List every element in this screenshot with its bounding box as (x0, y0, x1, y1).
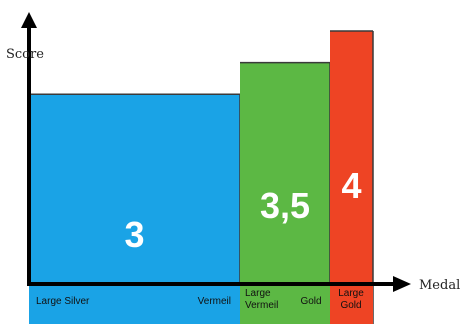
bars-layer (29, 30, 374, 324)
x-axis-title: Medal (419, 278, 460, 293)
bar-2-base (240, 284, 330, 324)
category-label-3-line-2: Vermeil (245, 300, 278, 311)
bar-3 (330, 30, 373, 284)
y-axis-arrow (21, 12, 37, 28)
bar-3-value-label: 4 (341, 165, 361, 206)
category-label-4-line-1: Gold (300, 296, 321, 307)
bar-2 (240, 62, 330, 285)
y-axis-title: Score (6, 47, 44, 62)
bar-1 (29, 94, 240, 284)
category-label-4: Gold (300, 296, 321, 307)
bar-1-base (29, 284, 240, 324)
category-label-1-line-1: Large Silver (36, 296, 90, 307)
category-label-2-line-1: Vermeil (198, 296, 231, 307)
category-label-3-line-1: Large (245, 288, 271, 299)
bar-2-value-label: 3,5 (260, 185, 310, 226)
bar-1-value-label: 3 (124, 214, 144, 255)
category-label-1: Large Silver (36, 296, 90, 307)
category-label-5: Large Gold (338, 288, 364, 311)
bar-3-base (330, 284, 373, 324)
below-axis-layer (29, 284, 373, 324)
category-label-2: Vermeil (198, 296, 231, 307)
category-label-3: Large Vermeil (245, 288, 278, 311)
category-label-5-line-1: Large (338, 288, 364, 299)
category-label-5-line-2: Gold (340, 300, 361, 311)
x-axis-arrow (393, 276, 411, 292)
